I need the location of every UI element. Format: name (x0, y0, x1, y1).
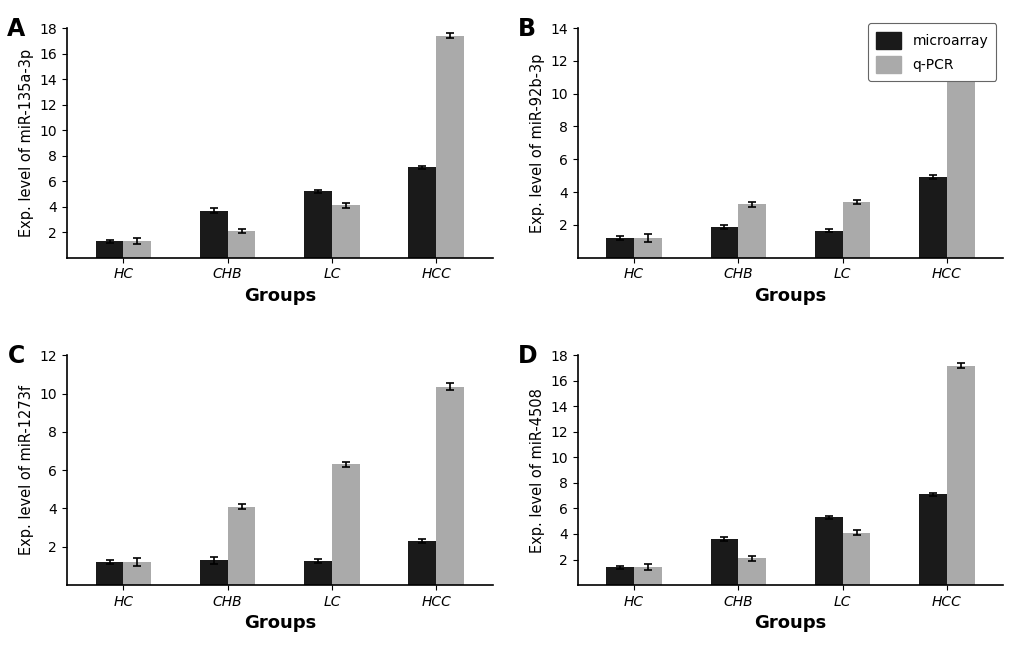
Y-axis label: Exp. level of miR-92b-3p: Exp. level of miR-92b-3p (529, 53, 544, 232)
X-axis label: Groups: Groups (244, 615, 316, 632)
Legend: microarray, q-PCR: microarray, q-PCR (867, 23, 996, 81)
Bar (408, 541, 436, 585)
Bar (331, 206, 360, 258)
Y-axis label: Exp. level of miR-4508: Exp. level of miR-4508 (529, 387, 544, 552)
Bar (96, 562, 123, 585)
X-axis label: Groups: Groups (244, 287, 316, 305)
Text: A: A (7, 16, 25, 40)
Bar (436, 387, 464, 585)
Bar (918, 177, 946, 258)
Bar (634, 238, 661, 258)
Bar (842, 533, 869, 585)
Bar (842, 202, 869, 258)
Bar (331, 465, 360, 585)
Text: C: C (7, 344, 24, 368)
Bar (918, 495, 946, 585)
Bar (123, 241, 151, 258)
Text: D: D (518, 344, 537, 368)
Bar (96, 241, 123, 258)
Bar (605, 567, 634, 585)
Y-axis label: Exp. level of miR-1273f: Exp. level of miR-1273f (19, 385, 34, 555)
Bar (436, 36, 464, 258)
Bar (304, 191, 331, 258)
Bar (200, 210, 227, 258)
Bar (227, 507, 255, 585)
Bar (710, 539, 738, 585)
Bar (634, 567, 661, 585)
X-axis label: Groups: Groups (754, 615, 825, 632)
X-axis label: Groups: Groups (754, 287, 825, 305)
Bar (946, 51, 974, 258)
Bar (738, 204, 765, 258)
Bar (304, 561, 331, 585)
Bar (605, 238, 634, 258)
Bar (710, 227, 738, 258)
Y-axis label: Exp. level of miR-135a-3p: Exp. level of miR-135a-3p (19, 49, 34, 237)
Bar (814, 230, 842, 258)
Bar (738, 558, 765, 585)
Bar (814, 517, 842, 585)
Bar (946, 365, 974, 585)
Bar (408, 167, 436, 258)
Bar (200, 560, 227, 585)
Bar (227, 231, 255, 258)
Text: B: B (518, 16, 536, 40)
Bar (123, 562, 151, 585)
